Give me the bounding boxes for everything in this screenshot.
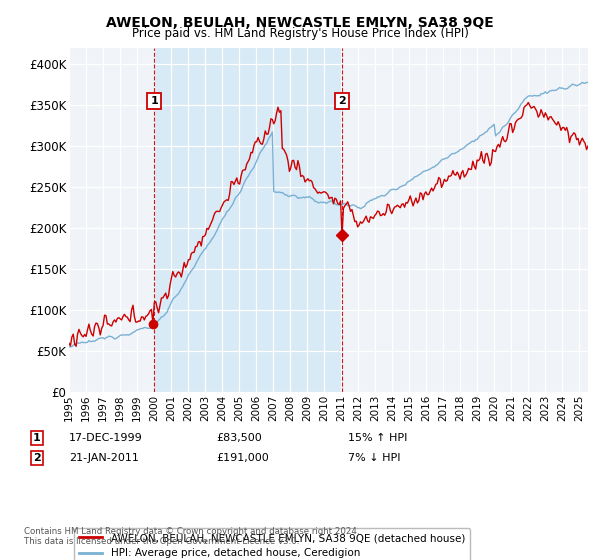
Text: Price paid vs. HM Land Registry's House Price Index (HPI): Price paid vs. HM Land Registry's House … xyxy=(131,27,469,40)
Legend: AWELON, BEULAH, NEWCASTLE EMLYN, SA38 9QE (detached house), HPI: Average price, : AWELON, BEULAH, NEWCASTLE EMLYN, SA38 9Q… xyxy=(74,528,470,560)
Text: 1: 1 xyxy=(33,433,41,443)
Text: 2: 2 xyxy=(33,453,41,463)
Text: 21-JAN-2011: 21-JAN-2011 xyxy=(69,453,139,463)
Text: £191,000: £191,000 xyxy=(216,453,269,463)
Bar xyxy=(154,48,342,392)
Text: 7% ↓ HPI: 7% ↓ HPI xyxy=(348,453,401,463)
Text: Contains HM Land Registry data © Crown copyright and database right 2024.
This d: Contains HM Land Registry data © Crown c… xyxy=(24,526,359,546)
Text: 15% ↑ HPI: 15% ↑ HPI xyxy=(348,433,407,443)
Text: 2: 2 xyxy=(338,96,346,106)
Text: £83,500: £83,500 xyxy=(216,433,262,443)
Text: AWELON, BEULAH, NEWCASTLE EMLYN, SA38 9QE: AWELON, BEULAH, NEWCASTLE EMLYN, SA38 9Q… xyxy=(106,16,494,30)
Text: 17-DEC-1999: 17-DEC-1999 xyxy=(69,433,143,443)
Text: 1: 1 xyxy=(150,96,158,106)
